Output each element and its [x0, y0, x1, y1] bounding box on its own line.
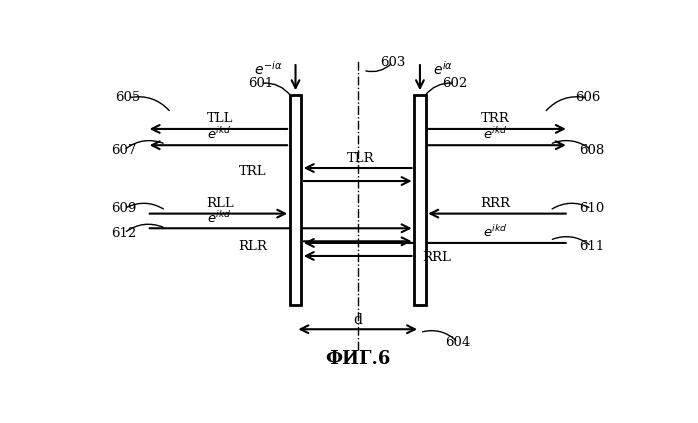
Bar: [414, 95, 426, 305]
Text: RLL: RLL: [206, 198, 234, 210]
Text: RRR: RRR: [481, 198, 511, 210]
Text: RRL: RRL: [423, 251, 452, 264]
Text: 601: 601: [248, 77, 273, 90]
Text: $e^{ikd}$: $e^{ikd}$: [484, 126, 508, 142]
Text: 611: 611: [579, 240, 604, 253]
Text: TRR: TRR: [482, 112, 510, 125]
Text: 609: 609: [112, 202, 137, 215]
Text: ФИГ.6: ФИГ.6: [325, 350, 390, 368]
Text: 607: 607: [112, 143, 137, 157]
Text: $e^{-i\alpha}$: $e^{-i\alpha}$: [253, 60, 282, 77]
Text: 604: 604: [445, 336, 470, 349]
Text: d: d: [353, 313, 362, 327]
Text: $e^{i\alpha}$: $e^{i\alpha}$: [433, 60, 454, 77]
Text: TLL: TLL: [207, 112, 233, 125]
Bar: [290, 95, 302, 305]
Text: 610: 610: [579, 202, 604, 215]
Text: $e^{ikd}$: $e^{ikd}$: [207, 210, 232, 225]
Text: 605: 605: [115, 91, 140, 104]
Text: TLR: TLR: [347, 152, 374, 165]
Text: 602: 602: [443, 77, 468, 90]
Text: 608: 608: [579, 143, 604, 157]
Text: $e^{ikd}$: $e^{ikd}$: [484, 225, 508, 240]
Text: RLR: RLR: [238, 240, 267, 253]
Text: TRL: TRL: [239, 165, 266, 178]
Text: 612: 612: [112, 227, 137, 240]
Text: 606: 606: [575, 91, 600, 104]
Text: $e^{ikd}$: $e^{ikd}$: [207, 126, 232, 142]
Text: 603: 603: [380, 56, 406, 69]
